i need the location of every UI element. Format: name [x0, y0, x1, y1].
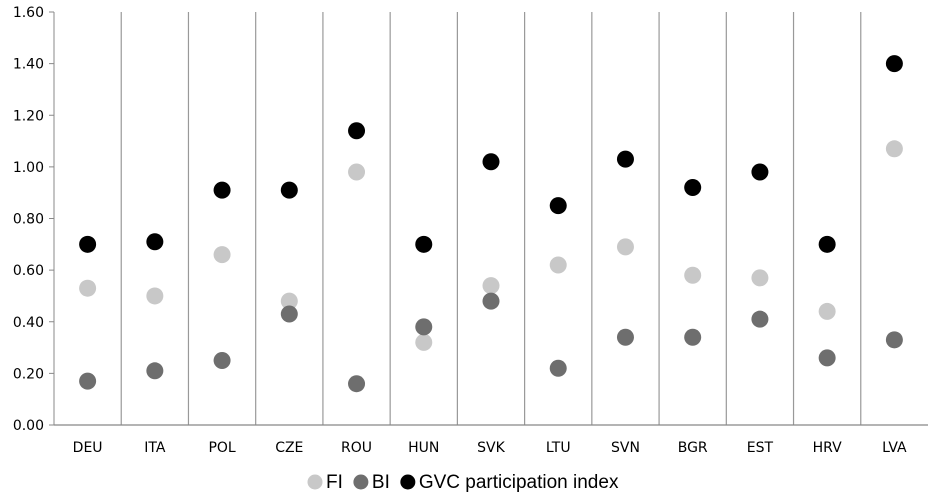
point-bi-ltu — [549, 359, 567, 377]
y-tick-label: 0.20 — [13, 366, 44, 382]
point-bi-rou — [348, 375, 366, 393]
point-bi-lva — [885, 331, 903, 349]
legend-marker-0 — [307, 474, 323, 490]
point-bi-svk — [482, 292, 500, 310]
x-tick-label: SVK — [477, 440, 505, 456]
point-fi-cze — [280, 292, 298, 310]
y-tick-label: 0.00 — [13, 418, 44, 434]
point-bi-deu — [79, 372, 97, 390]
point-gvc-participation-index-deu — [79, 235, 97, 253]
y-tick-label: 0.60 — [13, 263, 44, 279]
x-tick-label: EST — [747, 440, 774, 456]
point-gvc-participation-index-cze — [280, 181, 298, 199]
x-tick-label: HUN — [408, 440, 439, 456]
y-tick-label: 1.60 — [13, 5, 44, 21]
point-gvc-participation-index-lva — [885, 55, 903, 73]
point-fi-deu — [79, 279, 97, 297]
point-bi-cze — [280, 305, 298, 323]
point-fi-bgr — [684, 266, 702, 284]
point-gvc-participation-index-bgr — [684, 179, 702, 197]
point-gvc-participation-index-hrv — [818, 235, 836, 253]
y-tick-label: 1.20 — [13, 108, 44, 124]
point-bi-svn — [616, 328, 634, 346]
point-bi-est — [751, 310, 769, 328]
x-tick-label: LTU — [546, 440, 571, 456]
x-tick-label: ITA — [144, 440, 166, 456]
point-gvc-participation-index-ltu — [549, 197, 567, 215]
y-tick-label: 0.80 — [13, 212, 44, 228]
point-gvc-participation-index-rou — [348, 122, 366, 140]
x-tick-label: BGR — [678, 440, 708, 456]
point-fi-svk — [482, 277, 500, 295]
legend-label-0: FI — [326, 472, 343, 493]
point-fi-rou — [348, 163, 366, 181]
point-fi-hun — [415, 333, 433, 351]
x-tick-label: DEU — [73, 440, 103, 456]
y-tick-label: 0.40 — [13, 315, 44, 331]
point-fi-lva — [885, 140, 903, 158]
point-gvc-participation-index-svk — [482, 153, 500, 171]
point-bi-hun — [415, 318, 433, 336]
point-gvc-participation-index-hun — [415, 235, 433, 253]
point-gvc-participation-index-est — [751, 163, 769, 181]
point-fi-pol — [213, 246, 231, 264]
point-fi-svn — [616, 238, 634, 256]
point-fi-hrv — [818, 302, 836, 320]
x-tick-label: HRV — [813, 440, 842, 456]
point-bi-ita — [146, 362, 164, 380]
point-bi-pol — [213, 351, 231, 369]
x-tick-label: ROU — [341, 440, 372, 456]
point-gvc-participation-index-pol — [213, 181, 231, 199]
data-points — [79, 55, 903, 393]
x-tick-label: POL — [208, 440, 235, 456]
point-bi-bgr — [684, 328, 702, 346]
point-fi-est — [751, 269, 769, 287]
y-tick-label: 1.40 — [13, 57, 44, 73]
x-axis: DEU ITA POL CZE ROU HUN SVK LTU SVN BGR EST HRV LVA — [54, 424, 928, 456]
point-gvc-participation-index-svn — [616, 150, 634, 168]
x-tick-label: CZE — [275, 440, 303, 456]
point-bi-hrv — [818, 349, 836, 367]
legend-label-2: GVC participation index — [419, 472, 619, 493]
x-tick-label: SVN — [611, 440, 640, 456]
legend-marker-2 — [400, 474, 416, 490]
legend-marker-1 — [353, 474, 369, 490]
y-tick-label: 1.00 — [13, 160, 44, 176]
y-axis: 0.00 0.20 0.40 0.60 0.80 1.00 1.20 1.40 1.60 — [13, 5, 55, 434]
x-tick-label: LVA — [882, 440, 907, 456]
category-separators — [120, 12, 862, 425]
point-fi-ita — [146, 287, 164, 305]
legend-label-1: BI — [372, 472, 390, 493]
point-fi-ltu — [549, 256, 567, 274]
legend: FI BI GVC participation index — [307, 472, 619, 493]
point-gvc-participation-index-ita — [146, 233, 164, 251]
